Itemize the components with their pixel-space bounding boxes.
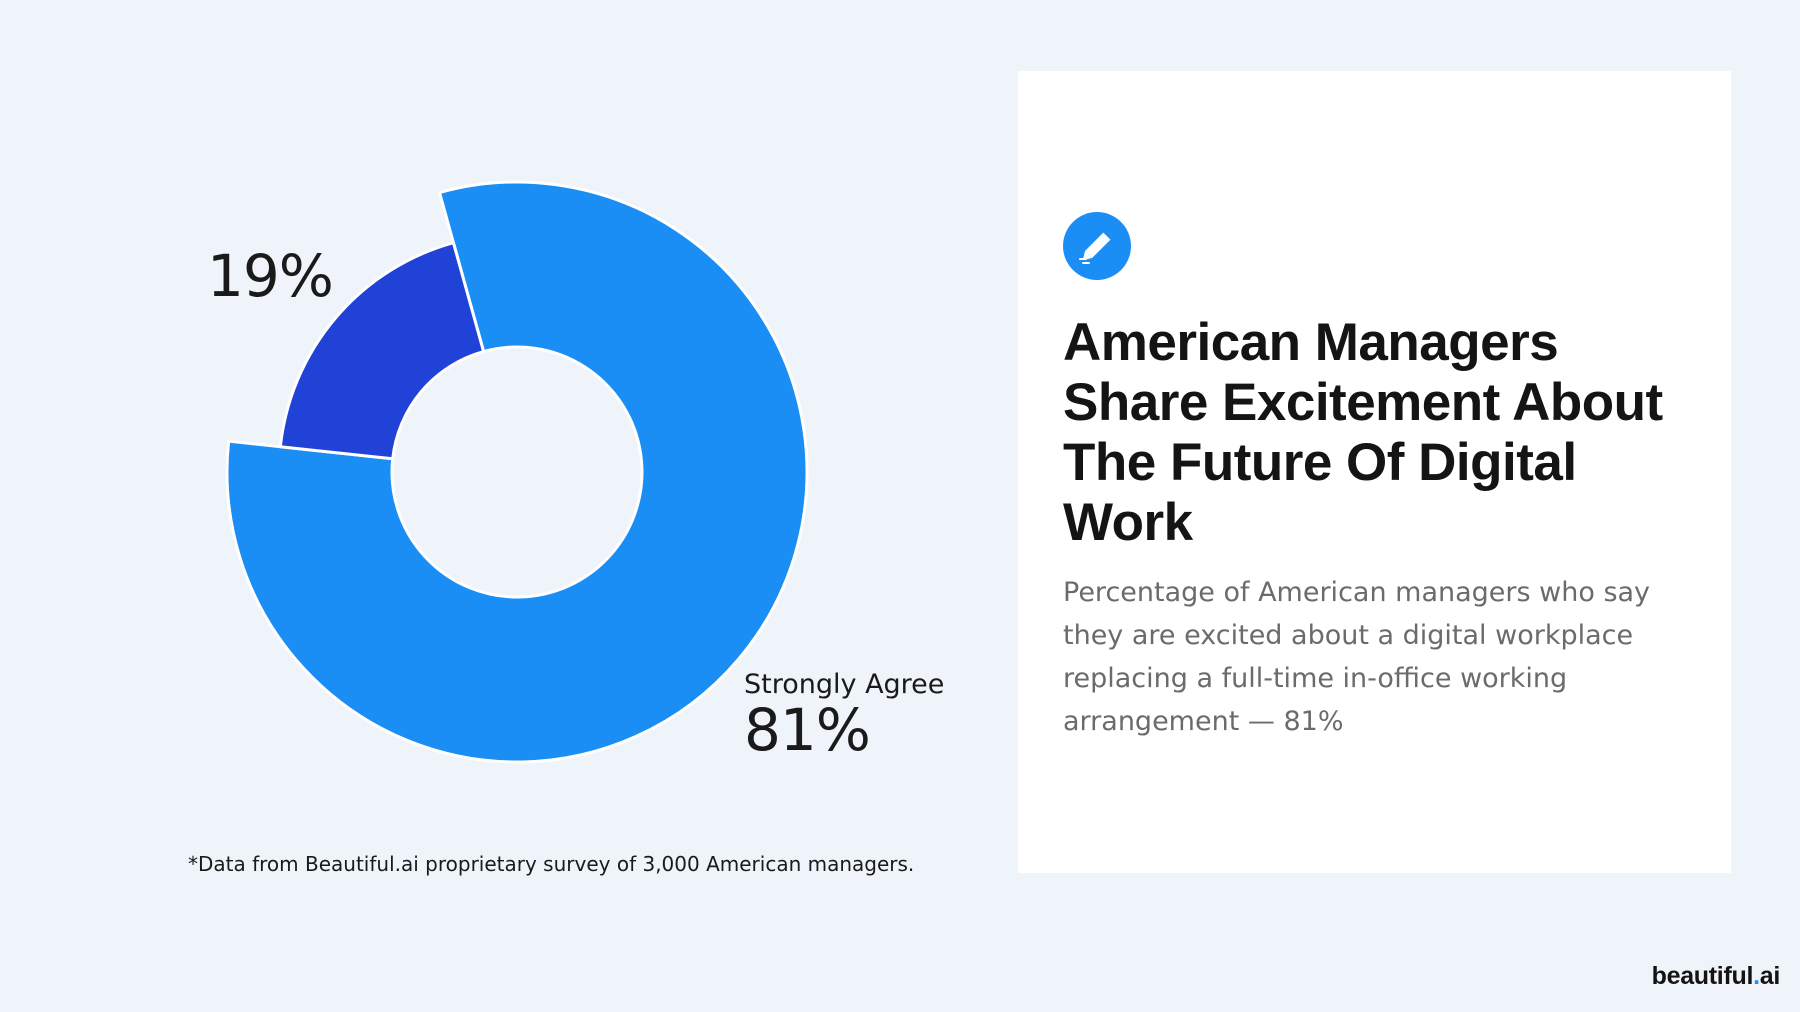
donut-slice-other xyxy=(278,241,486,461)
donut-slice-strongly-agree xyxy=(225,180,809,764)
footnote: *Data from Beautiful.ai proprietary surv… xyxy=(188,852,915,876)
slice-category-strongly-agree: Strongly Agree xyxy=(744,669,945,700)
brand-logo: beautiful.ai xyxy=(1651,962,1781,991)
card-title: American Managers Share Excitement About… xyxy=(1063,313,1663,552)
slice-label-19: 19% xyxy=(207,242,334,310)
pencil-icon xyxy=(1063,212,1131,280)
brand-name: beautiful xyxy=(1651,962,1754,990)
donut-chart xyxy=(225,180,809,764)
slice-label-81: 81% xyxy=(744,696,871,764)
info-card: American Managers Share Excitement About… xyxy=(1018,71,1731,873)
card-description: Percentage of American managers who say … xyxy=(1063,577,1651,737)
brand-dot: . xyxy=(1753,962,1760,990)
brand-suffix: ai xyxy=(1759,962,1781,990)
